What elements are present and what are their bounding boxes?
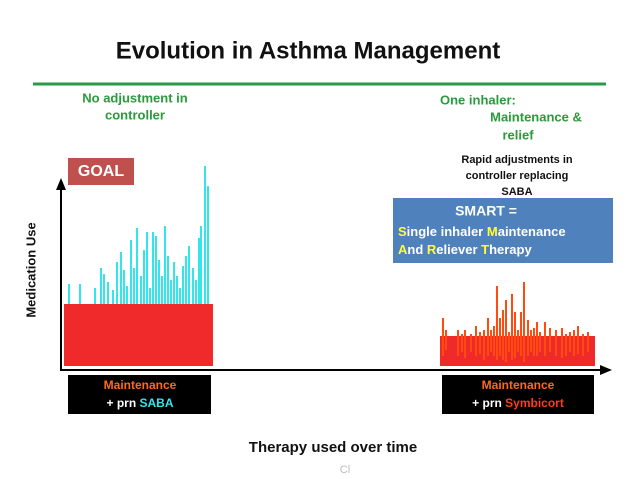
reliever-spikes — [68, 166, 209, 304]
word: herapy — [489, 242, 532, 257]
footer-fragment: Cl — [340, 464, 350, 476]
word: nd — [407, 242, 423, 257]
initial: T — [481, 242, 489, 257]
regimen-box — [68, 375, 211, 414]
prefix: + prn — [472, 396, 502, 410]
rapid-note: controller replacing — [466, 170, 569, 182]
regimen-line: + prn Symbicort — [472, 396, 564, 410]
right-note: relief — [502, 127, 534, 142]
right-note: One inhaler: — [440, 92, 516, 107]
rapid-note: SABA — [501, 186, 532, 198]
smart-line: And Reliever Therapy — [398, 242, 532, 257]
left-note: No adjustment in — [82, 90, 188, 105]
right-note: Maintenance & — [490, 109, 582, 124]
initial: R — [427, 242, 437, 257]
smart-title: SMART = — [455, 203, 517, 219]
y-axis-arrow — [56, 178, 66, 190]
maintenance-block — [64, 304, 213, 366]
initial: A — [398, 242, 408, 257]
goal-box — [68, 158, 134, 185]
smart-line: Single inhaler Maintenance — [398, 224, 566, 239]
goal-label: GOAL — [78, 163, 124, 180]
x-axis-label: Therapy used over time — [249, 439, 417, 456]
word: eliever — [436, 242, 477, 257]
left-note: controller — [105, 107, 165, 122]
rapid-note: Rapid adjustments in — [461, 154, 573, 166]
y-axis-label: Medication Use — [23, 222, 38, 317]
initial: M — [487, 224, 498, 239]
word: ingle inhaler — [407, 224, 484, 239]
prefix: + prn — [106, 396, 136, 410]
regimen-line: Maintenance — [482, 378, 555, 392]
regimen-line: + prn SABA — [106, 396, 173, 410]
drug: SABA — [140, 396, 174, 410]
regimen-box — [442, 375, 594, 414]
word: aintenance — [498, 224, 566, 239]
x-axis-arrow — [600, 365, 612, 375]
smart-spikes — [442, 282, 589, 362]
drug: Symbicort — [505, 396, 564, 410]
initial: S — [398, 224, 407, 239]
regimen-line: Maintenance — [104, 378, 177, 392]
slide-title: Evolution in Asthma Management — [116, 37, 500, 64]
smart-box — [393, 198, 613, 263]
